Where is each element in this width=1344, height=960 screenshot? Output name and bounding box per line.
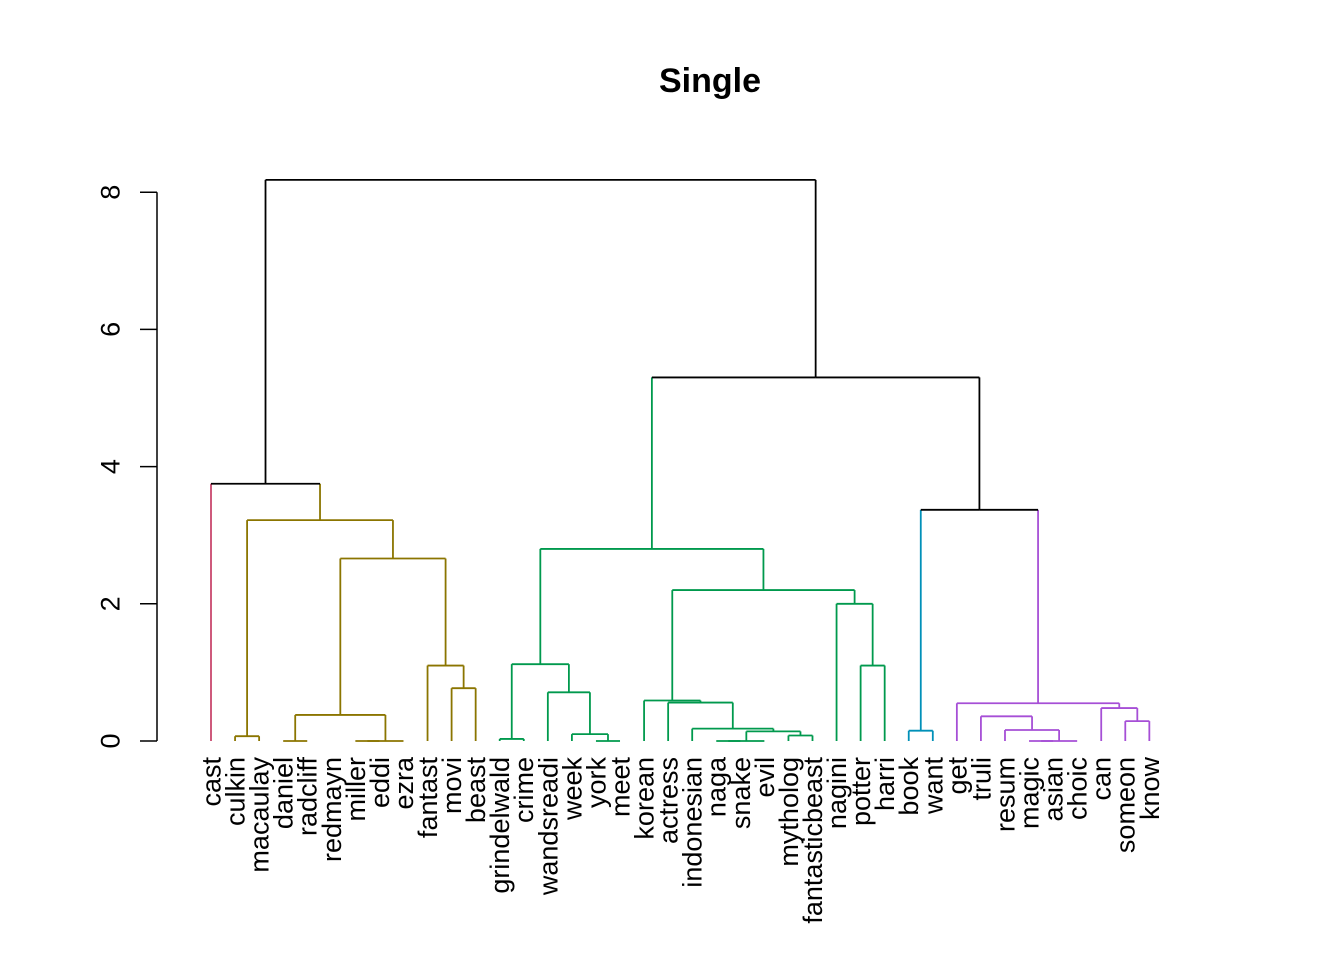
- leaf-label: week: [557, 757, 587, 822]
- leaf-label: mytholog: [774, 757, 804, 867]
- y-tick-label: 4: [95, 459, 125, 474]
- leaf-label: truli: [966, 757, 996, 801]
- leaf-label: harri: [870, 757, 900, 811]
- leaf-label: culkin: [221, 757, 251, 826]
- leaf-label: meet: [605, 757, 635, 818]
- leaf-labels: castculkinmacaulaydanielradcliffredmaynm…: [196, 756, 1164, 924]
- leaf-label: indonesian: [678, 757, 708, 888]
- leaf-label: miller: [341, 757, 371, 822]
- leaf-label: grindelwald: [485, 757, 515, 894]
- leaf-label: movi: [437, 757, 467, 814]
- leaf-label: daniel: [269, 757, 299, 829]
- leaf-label: ezra: [389, 756, 419, 810]
- leaf-label: nagini: [822, 757, 852, 829]
- y-tick-label: 2: [95, 596, 125, 611]
- leaf-label: choic: [1063, 757, 1093, 820]
- leaf-label: macaulay: [245, 757, 275, 873]
- leaf-label: beast: [461, 757, 491, 824]
- leaf-label: resum: [990, 757, 1020, 832]
- leaf-label: york: [581, 757, 611, 809]
- y-tick-label: 0: [95, 733, 125, 748]
- leaf-label: book: [894, 757, 924, 816]
- leaf-label: cast: [196, 757, 226, 807]
- y-tick-label: 8: [95, 185, 125, 200]
- leaf-label: actress: [654, 757, 684, 844]
- leaf-label: eddi: [365, 757, 395, 808]
- dendrogram-branches: [210, 178, 1151, 742]
- leaf-label: crime: [509, 757, 539, 823]
- leaf-label: fantasticbeast: [798, 757, 828, 924]
- leaf-label: wandsreadi: [533, 757, 563, 896]
- leaf-label: evil: [750, 757, 780, 798]
- leaf-label: asian: [1039, 757, 1069, 822]
- leaf-label: get: [942, 757, 972, 795]
- leaf-label: can: [1087, 757, 1117, 801]
- chart-title: Single: [659, 62, 761, 100]
- y-axis: 0 2 4 6 8: [95, 185, 158, 749]
- leaf-label: fantast: [413, 757, 443, 839]
- leaf-label: want: [918, 757, 948, 816]
- leaf-label: korean: [630, 757, 660, 840]
- leaf-label: know: [1135, 756, 1165, 820]
- leaf-label: magic: [1014, 757, 1044, 829]
- leaf-label: radcliff: [293, 757, 323, 837]
- y-tick-label: 6: [95, 322, 125, 337]
- leaf-label: redmayn: [317, 757, 347, 862]
- leaf-label: snake: [726, 757, 756, 829]
- leaf-label: someon: [1111, 757, 1141, 853]
- leaf-label: potter: [846, 757, 876, 826]
- leaf-label: naga: [702, 756, 732, 817]
